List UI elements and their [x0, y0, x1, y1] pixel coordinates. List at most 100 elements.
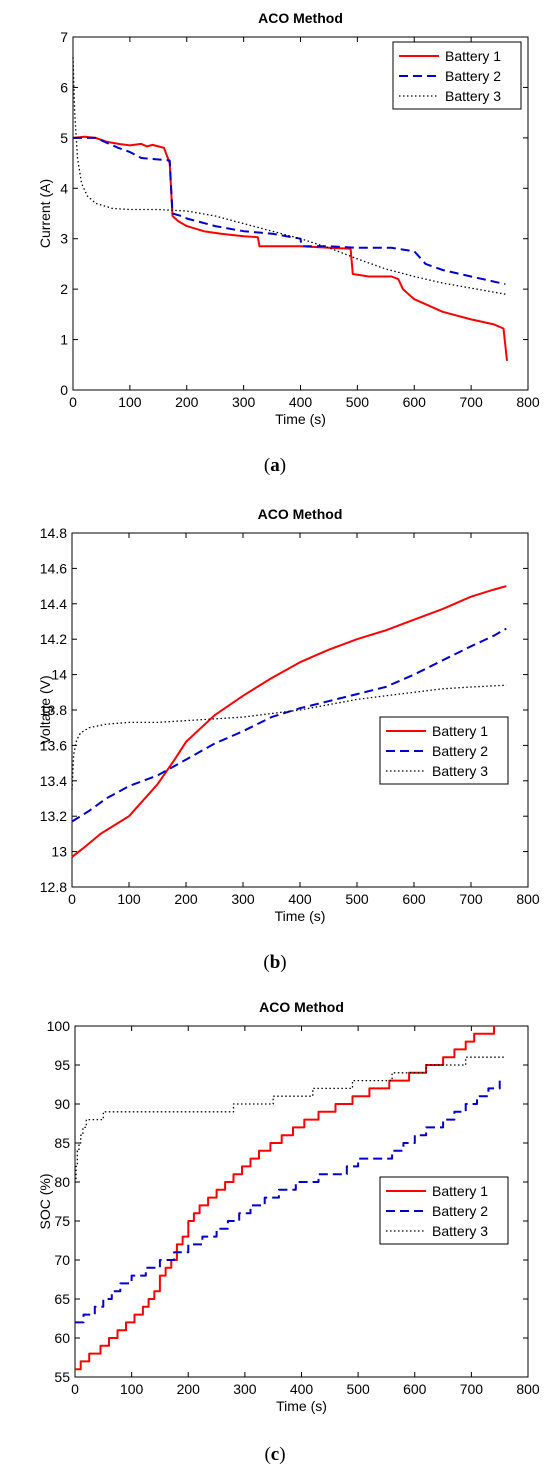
y-axis-label: Current (A) — [37, 179, 53, 248]
x-tick-label: 0 — [68, 891, 76, 907]
y-tick-label: 14.8 — [40, 525, 67, 541]
y-tick-label: 14 — [51, 667, 67, 683]
series-line-battery-1 — [71, 585, 507, 858]
caption-b: (b) — [0, 952, 550, 974]
legend: Battery 1 Battery 2 Battery 3 — [379, 1176, 509, 1245]
y-tick-label: 14.2 — [40, 631, 67, 647]
x-tick-label: 800 — [516, 891, 540, 907]
x-tick-label: 200 — [174, 891, 198, 907]
y-tick-label: 100 — [47, 1018, 71, 1034]
series-line-battery-2 — [71, 627, 507, 823]
legend-label-battery-3: Battery 3 — [432, 1223, 488, 1239]
caption-open: ( — [263, 952, 270, 973]
y-tick-label: 13.6 — [40, 737, 67, 753]
chart-2: ACO Method 0 100 200 300 400 500 600 700 800 12.8 1… — [37, 506, 540, 924]
chart-1: ACO Method 0 100 200 300 400 500 600 700 800 0 1 2 3 4… — [37, 10, 540, 427]
chart-3: ACO Method 0 100 200 300 400 500 600 700 800 55 60 6… — [37, 999, 540, 1414]
chart-title: ACO Method — [258, 10, 343, 26]
x-tick-label: 300 — [233, 1381, 257, 1397]
y-tick-label: 75 — [54, 1213, 70, 1229]
y-axis-label: Voltage (V) — [37, 675, 53, 744]
y-tick-label: 13 — [51, 844, 67, 860]
y-tick-label: 0 — [60, 382, 68, 398]
legend-label-battery-3: Battery 3 — [445, 88, 501, 104]
series-line-battery-3 — [72, 57, 506, 295]
x-axis-label: Time (s) — [275, 908, 326, 924]
legend: Battery 1 Battery 2 Battery 3 — [392, 41, 522, 110]
x-tick-label: 500 — [345, 891, 369, 907]
legend-label-battery-2: Battery 2 — [445, 68, 501, 84]
y-tick-label: 1 — [60, 332, 68, 348]
legend: Battery 1 Battery 2 Battery 3 — [379, 716, 509, 785]
caption-a: (a) — [0, 455, 550, 477]
x-tick-label: 100 — [118, 394, 142, 410]
chart-title: ACO Method — [259, 999, 344, 1015]
x-tick-label: 100 — [120, 1381, 144, 1397]
x-tick-label: 400 — [288, 891, 312, 907]
x-tick-label: 0 — [69, 394, 77, 410]
y-tick-label: 85 — [54, 1135, 70, 1151]
y-tick-label: 90 — [54, 1096, 70, 1112]
y-tick-label: 6 — [60, 79, 68, 95]
caption-close: ) — [280, 952, 287, 973]
caption-letter: b — [269, 952, 281, 973]
x-axis-label: Time (s) — [276, 1398, 327, 1414]
x-axis-label: Time (s) — [275, 411, 326, 427]
y-tick-label: 5 — [60, 130, 68, 146]
y-tick-label: 14.4 — [40, 596, 67, 612]
y-tick-label: 95 — [54, 1057, 70, 1073]
x-tick-label: 300 — [232, 394, 256, 410]
x-tick-label: 700 — [460, 1381, 484, 1397]
y-tick-label: 12.8 — [40, 879, 67, 895]
y-tick-label: 2 — [60, 281, 68, 297]
legend-label-battery-1: Battery 1 — [432, 723, 488, 739]
series-line-battery-3 — [71, 684, 507, 790]
y-tick-label: 55 — [54, 1369, 70, 1385]
series-line-battery-1 — [72, 135, 508, 361]
x-tick-label: 200 — [175, 394, 199, 410]
legend-label-battery-2: Battery 2 — [432, 743, 488, 759]
legend-box — [379, 1176, 509, 1245]
legend-label-battery-1: Battery 1 — [445, 48, 501, 64]
series-line-battery-3 — [75, 1056, 506, 1183]
y-tick-label: 65 — [54, 1291, 70, 1307]
y-tick-label: 14.6 — [40, 560, 67, 576]
caption-c: (c) — [0, 1444, 550, 1466]
x-tick-label: 100 — [117, 891, 141, 907]
x-tick-label: 400 — [289, 394, 313, 410]
x-tick-label: 800 — [516, 394, 540, 410]
y-axis-label: SOC (%) — [37, 1174, 53, 1230]
caption-letter: a — [270, 455, 280, 476]
x-tick-label: 600 — [403, 394, 427, 410]
legend-label-battery-3: Battery 3 — [432, 763, 488, 779]
legend-label-battery-2: Battery 2 — [432, 1203, 488, 1219]
x-tick-label: 600 — [402, 891, 426, 907]
x-tick-label: 300 — [231, 891, 255, 907]
series-line-battery-2 — [75, 1080, 501, 1324]
caption-open: ( — [263, 455, 271, 476]
y-tick-label: 13.4 — [40, 773, 67, 789]
y-tick-label: 3 — [60, 231, 68, 247]
x-tick-label: 700 — [459, 394, 483, 410]
x-tick-label: 0 — [71, 1381, 79, 1397]
y-tick-label: 13.8 — [40, 702, 67, 718]
y-tick-label: 60 — [54, 1330, 70, 1346]
caption-close: ) — [279, 1444, 286, 1465]
series-line-battery-1 — [75, 1026, 495, 1371]
x-tick-label: 500 — [346, 1381, 370, 1397]
x-tick-label: 800 — [516, 1381, 540, 1397]
caption-letter: c — [270, 1444, 280, 1465]
x-tick-label: 700 — [459, 891, 483, 907]
y-tick-label: 13.2 — [40, 808, 67, 824]
x-tick-label: 600 — [403, 1381, 427, 1397]
y-tick-label: 70 — [54, 1252, 70, 1268]
chart-title: ACO Method — [258, 506, 343, 522]
x-tick-label: 200 — [177, 1381, 201, 1397]
x-tick-label: 500 — [346, 394, 370, 410]
caption-open: ( — [264, 1444, 271, 1465]
caption-close: ) — [279, 455, 287, 476]
series-line-battery-2 — [73, 136, 506, 286]
y-tick-label: 7 — [60, 29, 68, 45]
y-tick-label: 80 — [54, 1174, 70, 1190]
